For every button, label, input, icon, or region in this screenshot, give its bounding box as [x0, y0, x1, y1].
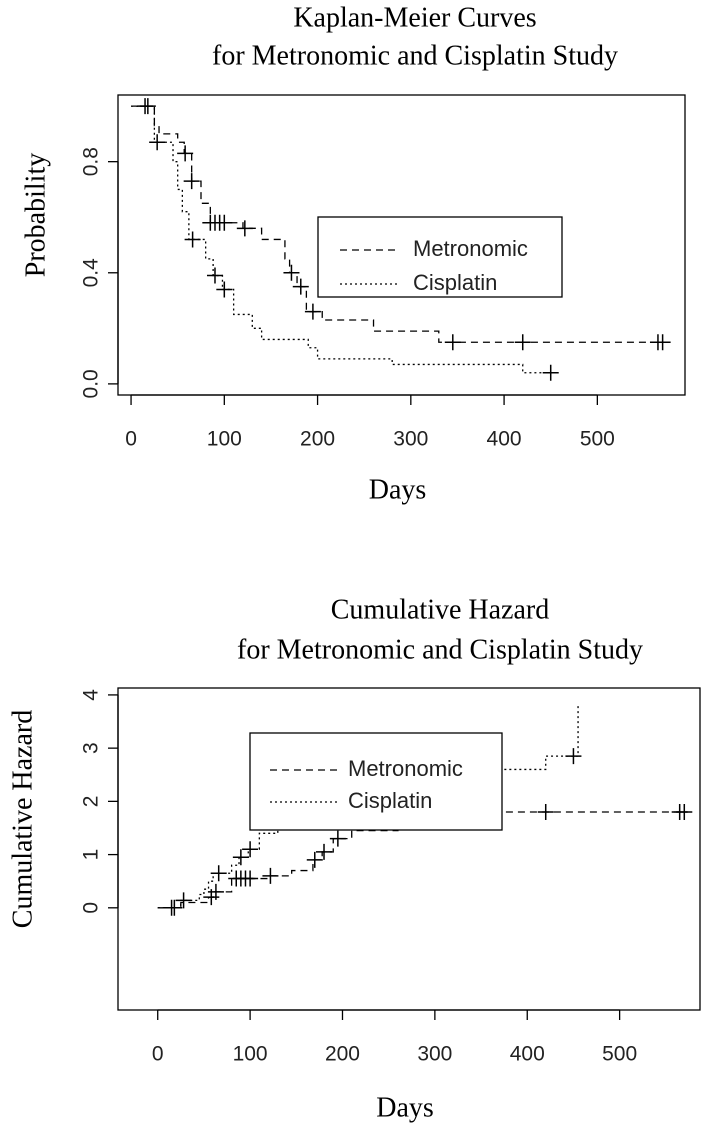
censor-mark [306, 851, 323, 868]
chart-title: for Metronomic and Cisplatin Study [237, 634, 643, 665]
censor-mark [216, 214, 233, 231]
censor-mark [183, 173, 200, 190]
censor-mark [514, 334, 531, 351]
censor-mark [139, 98, 156, 115]
x-tick-label: 300 [417, 1043, 452, 1066]
chart-title: for Metronomic and Cisplatin Study [212, 40, 618, 71]
censor-mark [292, 278, 309, 295]
censor-mark [232, 849, 249, 866]
legend-box [317, 216, 563, 298]
y-tick-label: 0 [80, 902, 103, 914]
x-tick-label: 200 [300, 428, 335, 451]
x-tick-label: 400 [510, 1043, 545, 1066]
x-tick-label: 500 [602, 1043, 637, 1066]
x-tick-label: 0 [125, 428, 137, 451]
censor-mark [316, 843, 333, 860]
legend: Metronomic Cisplatin [249, 732, 503, 831]
legend-label: Metronomic [348, 756, 463, 781]
x-axis-label: Days [369, 474, 427, 505]
x-tick-label: 100 [207, 428, 242, 451]
censor-mark [444, 334, 461, 351]
censor-mark [206, 267, 223, 284]
y-axis-label: Cumulative Hazard [7, 710, 38, 928]
chart-title: Cumulative Hazard [331, 594, 549, 625]
chart-title: Kaplan-Meier Curves [293, 2, 536, 33]
censor-mark [329, 830, 346, 847]
censor-mark [177, 145, 194, 162]
x-tick-label: 500 [580, 428, 615, 451]
censor-mark [304, 303, 321, 320]
censor-mark [542, 364, 559, 381]
censor-mark [184, 231, 201, 248]
y-tick-label: 0.8 [80, 147, 103, 176]
y-tick-label: 0.0 [80, 369, 103, 398]
censor-mark [537, 804, 554, 821]
censor-mark [149, 134, 166, 151]
censor-mark [262, 867, 279, 884]
y-tick-label: 4 [80, 689, 103, 701]
legend-label: Cisplatin [413, 270, 497, 295]
y-tick-label: 0.4 [80, 258, 103, 288]
censor-mark [216, 281, 233, 298]
x-tick-label: 0 [152, 1043, 164, 1066]
censor-mark [166, 899, 183, 916]
censor-mark [242, 870, 259, 887]
censor-mark [676, 804, 693, 821]
censor-mark [565, 748, 582, 765]
legend-label: Cisplatin [348, 788, 432, 813]
y-tick-label: 1 [80, 849, 103, 861]
censor-mark [236, 220, 253, 237]
x-tick-label: 300 [393, 428, 428, 451]
x-axis-label: Days [376, 1092, 434, 1123]
x-tick-label: 100 [233, 1043, 268, 1066]
legend-label: Metronomic [413, 236, 528, 261]
y-axis-label: Probability [20, 153, 51, 277]
censor-mark [242, 841, 259, 858]
survival-line [131, 105, 556, 374]
censor-mark [207, 883, 224, 900]
x-tick-label: 200 [325, 1043, 360, 1066]
legend: Metronomic Cisplatin [317, 216, 563, 298]
x-tick-label: 400 [487, 428, 522, 451]
y-tick-label: 3 [80, 742, 103, 754]
y-tick-label: 2 [80, 796, 103, 808]
legend-box [249, 732, 503, 831]
censor-mark [283, 264, 300, 281]
censor-mark [210, 865, 227, 882]
censor-mark [654, 334, 671, 351]
censor-mark [175, 892, 192, 909]
